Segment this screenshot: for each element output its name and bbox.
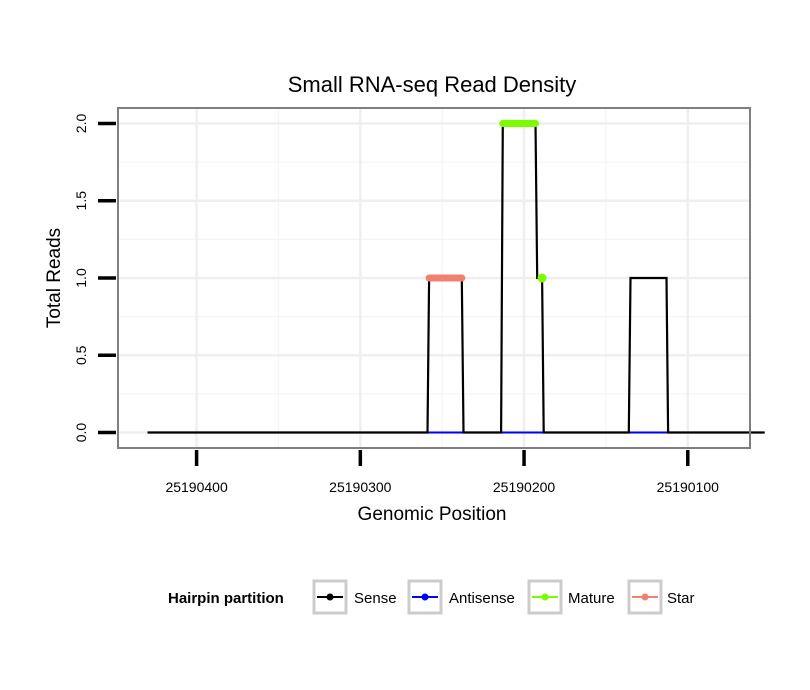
- x-tick-label: 25190200: [493, 479, 556, 495]
- x-tick-label: 25190400: [165, 479, 228, 495]
- legend-label-star: Star: [667, 590, 695, 607]
- legend-key-point: [541, 593, 549, 601]
- plot-frame: [117, 107, 751, 449]
- chart-title: Small RNA-seq Read Density: [288, 72, 577, 97]
- y-tick-label: 2.0: [73, 114, 89, 134]
- legend-key-point: [326, 593, 334, 601]
- x-axis: 25190400 25190300 25190200 25190100: [165, 450, 719, 495]
- y-tick-label: 1.0: [73, 268, 89, 288]
- y-axis: 0.0 0.5 1.0 1.5 2.0: [73, 114, 116, 443]
- series-layer: [147, 119, 765, 434]
- legend: Hairpin partition Sense Antisense Mature St…: [168, 579, 695, 615]
- y-tick-label: 1.5: [73, 191, 89, 211]
- x-tick-label: 25190100: [657, 479, 720, 495]
- legend-label-antisense: Antisense: [449, 590, 515, 607]
- legend-title: Hairpin partition: [168, 590, 284, 607]
- legend-key-point: [421, 593, 429, 601]
- legend-label-mature: Mature: [568, 590, 615, 607]
- panel-border: [117, 107, 751, 449]
- series-mature-point: [537, 273, 547, 283]
- y-tick-label: 0.0: [73, 423, 89, 443]
- x-tick-label: 25190300: [329, 479, 392, 495]
- y-tick-label: 0.5: [73, 345, 89, 365]
- legend-key-point: [641, 593, 649, 601]
- y-axis-label: Total Reads: [44, 228, 65, 328]
- x-axis-label: Genomic Position: [358, 504, 507, 525]
- legend-label-sense: Sense: [354, 590, 397, 607]
